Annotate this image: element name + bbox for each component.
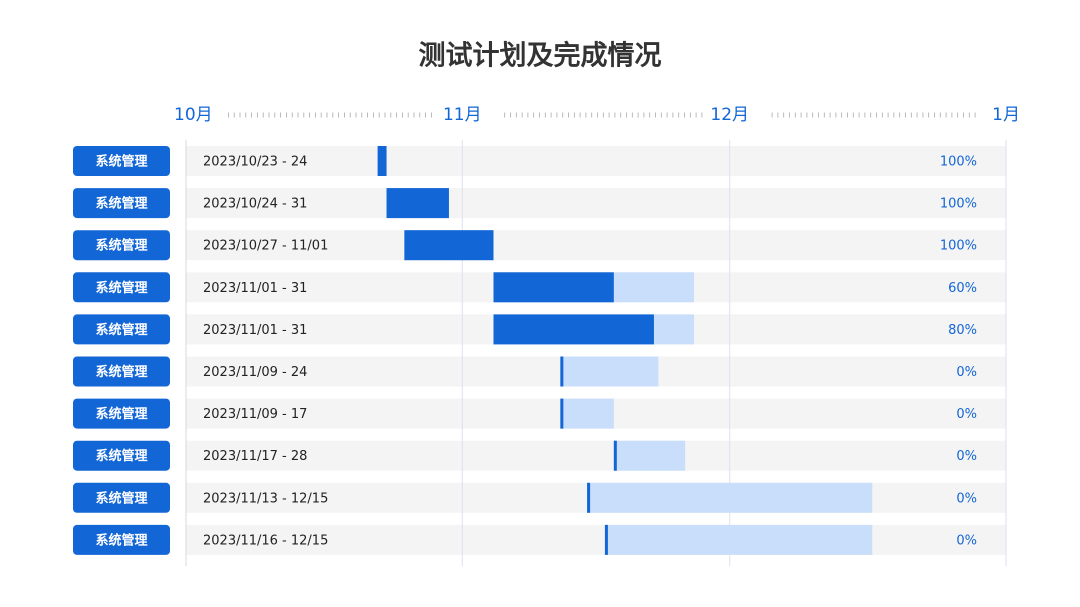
task-bar	[560, 356, 659, 387]
date-label: 2023/11/16 - 12/15	[203, 533, 328, 548]
row-band	[186, 146, 1006, 176]
button[interactable]	[73, 524, 170, 555]
x-tick-label: 12月	[710, 105, 749, 125]
button[interactable]	[73, 314, 170, 345]
progress-bar	[613, 440, 617, 471]
task-bar	[604, 524, 873, 555]
date-label: 2023/11/09 - 24	[203, 365, 307, 380]
task-label[interactable]: 系统管理	[95, 448, 147, 464]
row-band	[186, 440, 1006, 471]
progress-label: 80%	[948, 323, 977, 338]
progress-bar	[560, 356, 564, 387]
task-bar	[560, 398, 614, 429]
progress-bar	[377, 146, 387, 176]
progress-label: 60%	[948, 281, 977, 296]
task-label[interactable]: 系统管理	[95, 322, 147, 338]
date-label: 2023/11/01 - 31	[203, 323, 307, 338]
x-tick-label: 10月	[174, 105, 213, 125]
chart-title: 测试计划及完成情况	[419, 40, 662, 72]
progress-bar	[560, 398, 564, 429]
date-label: 2023/11/17 - 28	[203, 449, 307, 464]
button[interactable]	[73, 356, 170, 387]
task-label[interactable]: 系统管理	[95, 532, 147, 548]
progress-bar	[493, 272, 614, 303]
button[interactable]	[73, 482, 170, 513]
row-band	[186, 188, 1006, 219]
x-tick-label: 1月	[992, 105, 1020, 125]
date-label: 2023/11/01 - 31	[203, 281, 307, 296]
task-label[interactable]: 系统管理	[95, 196, 147, 212]
x-tick-label: 11月	[443, 105, 482, 125]
date-label: 2023/11/09 - 17	[203, 407, 307, 422]
progress-label: 0%	[956, 449, 977, 464]
progress-label: 0%	[956, 365, 977, 380]
task-label[interactable]: 系统管理	[95, 280, 147, 296]
task-label[interactable]: 系统管理	[95, 490, 147, 506]
progress-bar	[604, 524, 608, 555]
button[interactable]	[73, 440, 170, 471]
date-label: 2023/10/27 - 11/01	[203, 239, 328, 254]
progress-bar	[386, 188, 449, 219]
progress-label: 0%	[956, 491, 977, 506]
progress-label: 100%	[940, 239, 977, 254]
task-label[interactable]: 系统管理	[95, 406, 147, 422]
progress-label: 0%	[956, 407, 977, 422]
row-band	[186, 230, 1006, 261]
progress-label: 0%	[956, 533, 977, 548]
button[interactable]	[73, 272, 170, 303]
date-label: 2023/10/23 - 24	[203, 155, 307, 170]
task-label[interactable]: 系统管理	[95, 154, 147, 170]
task-label[interactable]: 系统管理	[95, 238, 147, 254]
progress-label: 100%	[940, 197, 977, 212]
button[interactable]	[73, 230, 170, 261]
task-label[interactable]: 系统管理	[95, 364, 147, 380]
date-label: 2023/10/24 - 31	[203, 197, 307, 212]
task-bar	[587, 482, 873, 513]
button[interactable]	[73, 188, 170, 219]
date-label: 2023/11/13 - 12/15	[203, 491, 328, 506]
button[interactable]	[73, 146, 170, 176]
progress-bar	[493, 314, 654, 345]
progress-bar	[404, 230, 494, 261]
progress-label: 100%	[940, 155, 977, 170]
task-bar	[613, 440, 686, 471]
progress-bar	[587, 482, 591, 513]
button[interactable]	[73, 398, 170, 429]
